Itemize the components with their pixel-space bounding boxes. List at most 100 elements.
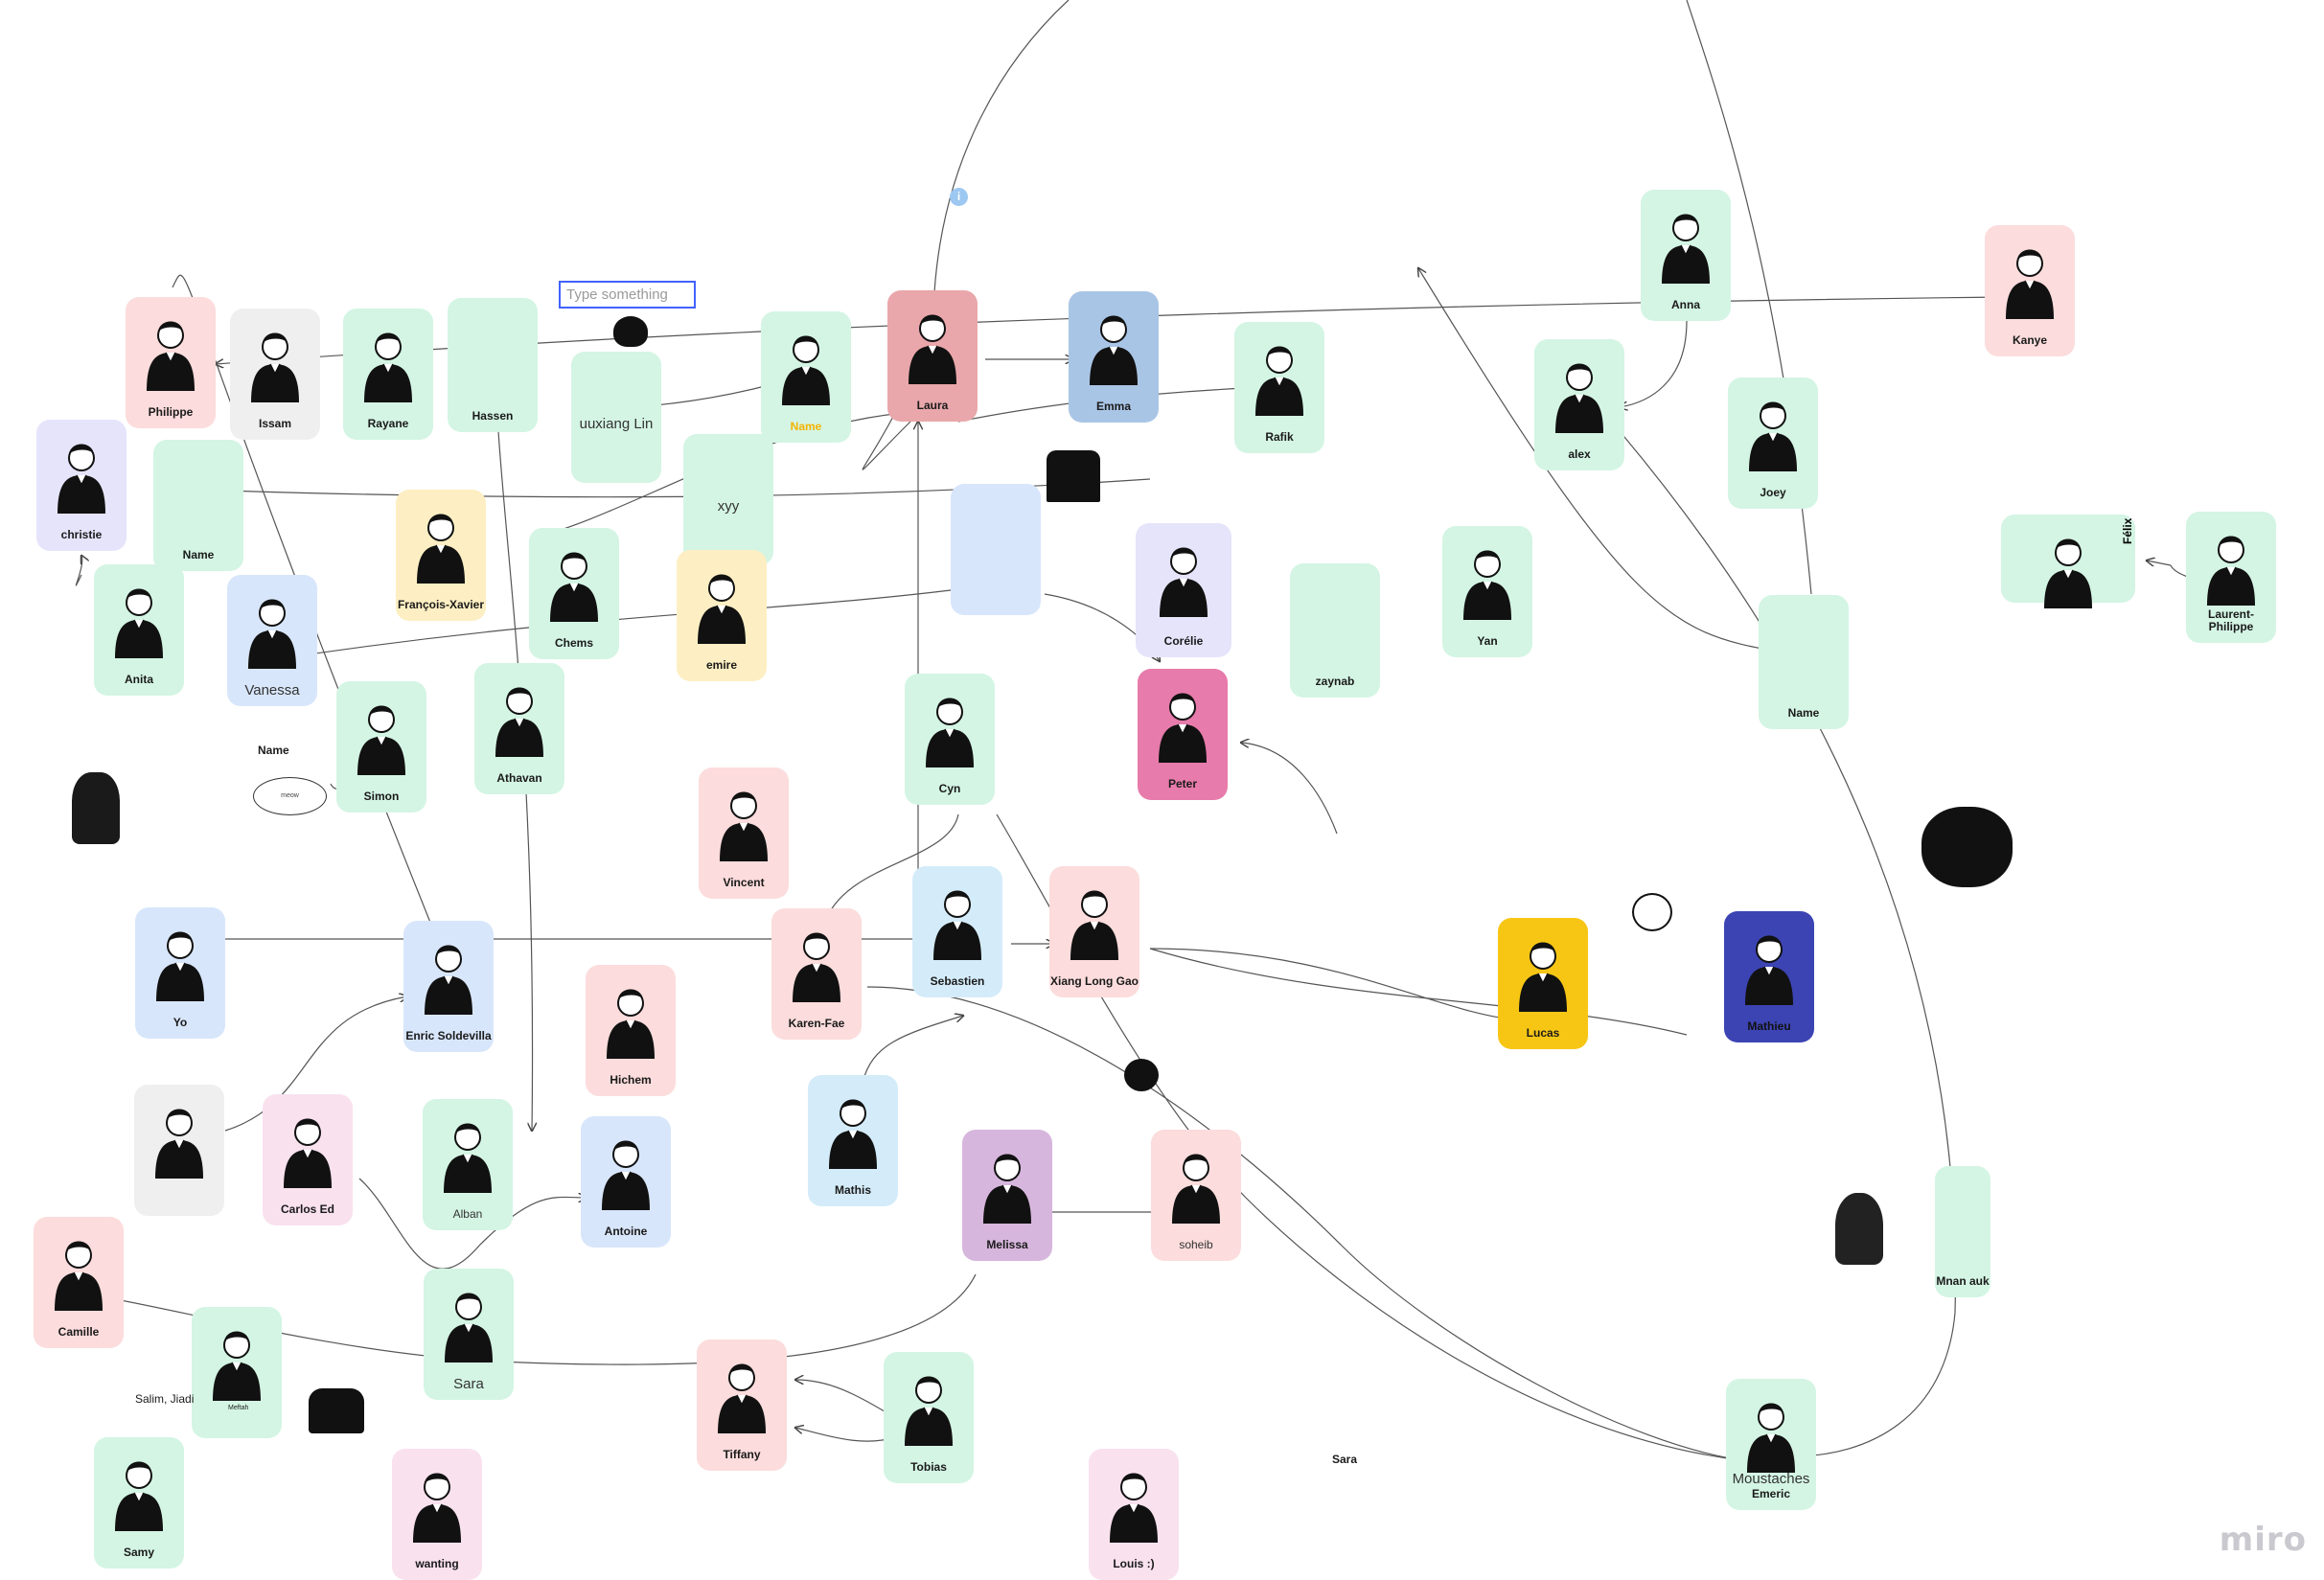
ponytail-person-icon [248, 599, 296, 669]
card-label: Issam [258, 417, 292, 430]
card-sebastien[interactable]: Sebastien [912, 866, 1002, 997]
cap-person-icon [698, 574, 746, 644]
card-issam[interactable]: Issam [230, 309, 320, 440]
card-zaynab[interactable]: zaynab [1290, 563, 1380, 698]
bun-person-icon [58, 444, 105, 514]
card-label: Mathis [834, 1183, 871, 1197]
card-laurent[interactable]: Laurent-Philippe [2186, 512, 2276, 643]
info-icon[interactable]: i [950, 188, 968, 206]
glasses-person-icon [417, 514, 465, 584]
card-alban[interactable]: Alban [423, 1099, 513, 1230]
card-greyblank[interactable] [134, 1085, 224, 1216]
card-athavan[interactable]: Athavan [474, 663, 564, 794]
card-alex[interactable]: alex [1534, 339, 1624, 470]
card-name3[interactable]: Name [1759, 595, 1849, 729]
card-yo[interactable]: Yo [135, 907, 225, 1039]
jacket-person-icon [155, 1109, 203, 1179]
card-peter[interactable]: Peter [1138, 669, 1228, 800]
connector [862, 1016, 963, 1084]
moustache-person-icon [284, 1118, 332, 1188]
card-tobias[interactable]: Tobias [884, 1352, 974, 1483]
card-corelie[interactable]: Corélie [1136, 523, 1231, 657]
card-label: Louis :) [1113, 1557, 1155, 1570]
card-cyn[interactable]: Cyn [905, 674, 995, 805]
card-tiffany[interactable]: Tiffany [697, 1340, 787, 1471]
bearded-person-icon [1172, 1154, 1220, 1224]
card-wanting[interactable]: wanting [392, 1449, 482, 1580]
card-carlos[interactable]: Carlos Ed [263, 1094, 353, 1225]
card-sara[interactable]: Sara [424, 1269, 514, 1400]
card-louis[interactable]: Louis :) [1089, 1449, 1179, 1580]
card-xyy[interactable]: xyy [683, 434, 773, 565]
card-xiang[interactable]: Xiang Long Gao [1049, 866, 1139, 997]
card-chems[interactable]: Chems [529, 528, 619, 659]
card-label: Vincent [723, 876, 765, 889]
card-label: Kanye [2012, 333, 2048, 347]
card-label: Vanessa [244, 682, 300, 698]
loose-person-icon [72, 772, 120, 844]
moustache-person-icon [1110, 1473, 1158, 1543]
card-blankblue[interactable] [951, 484, 1041, 615]
shrug-person-icon [413, 1473, 461, 1543]
loose-hair-icon [1921, 807, 2013, 887]
curly-hair-person-icon [602, 1140, 650, 1210]
text-input[interactable]: Type something [559, 281, 696, 309]
connector [75, 556, 82, 586]
card-label: Camille [58, 1325, 100, 1339]
patterned-shirt-person-icon [1555, 363, 1603, 433]
card-label: Sebastien [930, 974, 985, 988]
card-uuxiang[interactable]: uuxiang Lin [571, 352, 661, 483]
card-simon[interactable]: Simon [336, 681, 426, 813]
free-label-salim[interactable]: Salim, Jiadi [135, 1392, 195, 1406]
glasses-icon [115, 1461, 163, 1531]
card-enric[interactable]: Enric Soldevilla [403, 921, 494, 1052]
card-yan[interactable]: Yan [1442, 526, 1532, 657]
card-name2[interactable]: Name [153, 440, 243, 571]
card-label: Karen-Fae [788, 1017, 845, 1030]
long-hair-person-icon [550, 552, 598, 622]
card-mnanauk[interactable]: Mnan auk [1935, 1166, 1990, 1297]
card-rafik[interactable]: Rafik [1234, 322, 1324, 453]
sunglasses-person-icon [2207, 536, 2255, 606]
card-label: Simon [363, 790, 400, 803]
card-camille[interactable]: Camille [34, 1217, 124, 1348]
card-samy[interactable]: Samy [94, 1437, 184, 1569]
card-philippe[interactable]: Philippe [126, 297, 216, 428]
card-christie[interactable]: christie [36, 420, 127, 551]
card-joey[interactable]: Joey [1728, 378, 1818, 509]
card-felix[interactable] [2001, 515, 2135, 608]
card-kanye[interactable]: Kanye [1985, 225, 2075, 356]
tshirt-person-icon [720, 791, 768, 861]
card-label: Alban [452, 1207, 483, 1221]
card-karen[interactable]: Karen-Fae [771, 908, 862, 1040]
card-label: Hassen [472, 409, 514, 423]
card-hassen[interactable]: Hassen [448, 298, 538, 432]
card-emire[interactable]: emire [677, 550, 767, 681]
card-name1[interactable]: Name [761, 311, 851, 443]
card-anna[interactable]: Anna [1641, 190, 1731, 321]
card-anita[interactable]: Anita [94, 564, 184, 696]
card-laura[interactable]: Laura [887, 290, 978, 422]
arms-crossed-person-icon [1159, 693, 1207, 763]
card-lucas[interactable]: Lucas [1498, 918, 1588, 1049]
card-francois[interactable]: François-Xavier [396, 490, 486, 621]
card-label: Tiffany [723, 1448, 761, 1461]
card-soheib[interactable]: soheib [1151, 1130, 1241, 1261]
card-emma[interactable]: Emma [1069, 291, 1159, 423]
free-label-name[interactable]: Name [258, 744, 289, 757]
card-mathis[interactable]: Mathis [808, 1075, 898, 1206]
card-emeric[interactable]: Moustaches Emeric [1726, 1379, 1816, 1510]
card-rayane[interactable]: Rayane [343, 309, 433, 440]
card-meftah[interactable] [192, 1307, 282, 1438]
card-vincent[interactable]: Vincent [699, 767, 789, 899]
card-vanessa[interactable]: Vanessa [227, 575, 317, 706]
card-mathieu[interactable]: Mathieu [1724, 911, 1814, 1042]
card-label: xyy [717, 498, 740, 515]
card-hichem[interactable]: Hichem [586, 965, 676, 1096]
card-melissa[interactable]: Melissa [962, 1130, 1052, 1261]
bearded-laptop-person-icon [495, 687, 543, 757]
free-label-sara[interactable]: Sara [1332, 1453, 1358, 1466]
free-label-felix[interactable]: Félix [2121, 517, 2134, 544]
card-antoine[interactable]: Antoine [581, 1116, 671, 1248]
